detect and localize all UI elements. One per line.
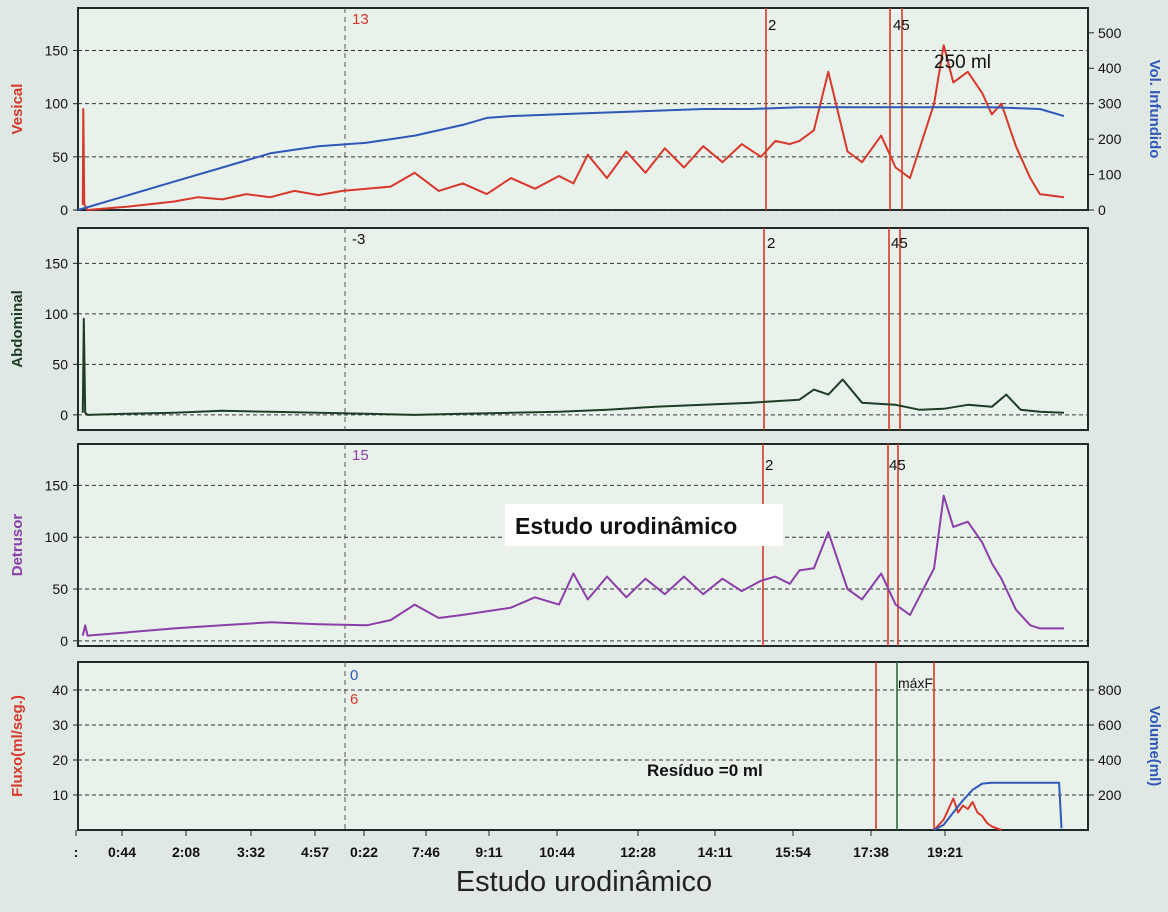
annotation-volume: 250 ml	[934, 52, 991, 73]
marker-label-abdominal: 45	[891, 235, 908, 252]
cursor-value-vesical: 13	[352, 11, 369, 28]
y-axis-label-flow: Fluxo(ml/seg.)	[9, 695, 26, 797]
y2-tick-label-vesical: 200	[1098, 131, 1122, 147]
y-tick-label-detrusor: 150	[45, 477, 69, 493]
cursor-value-flow: 6	[350, 691, 358, 708]
series-line-detrusor	[81, 494, 1064, 637]
series-line-volume	[933, 781, 1063, 831]
figure-caption: Estudo urodinâmico	[455, 866, 713, 898]
x-tick-label: 9:11	[475, 844, 502, 860]
y-tick-label-flow: 10	[52, 787, 68, 803]
y2-axis-label-vesical: Vol. Infundido	[1146, 60, 1163, 159]
y2-tick-label-vesical: 100	[1098, 167, 1122, 183]
marker-label-maxf: máxF	[898, 675, 933, 691]
x-tick-label: 0:44	[108, 844, 136, 860]
x-tick-label: 7:46	[412, 844, 440, 860]
y2-tick-label-vesical: 500	[1098, 25, 1122, 41]
y2-tick-label-flow: 600	[1098, 717, 1122, 733]
annotation-title: Estudo urodinâmico	[515, 513, 737, 539]
y-tick-label-flow: 20	[52, 752, 68, 768]
y-tick-label-vesical: 0	[60, 202, 68, 218]
y-tick-label-detrusor: 100	[45, 529, 69, 545]
x-tick-label: 12:28	[620, 844, 656, 860]
panel-flow	[77, 661, 1089, 831]
y2-tick-label-flow: 200	[1098, 787, 1122, 803]
y-tick-label-abdominal: 150	[45, 255, 69, 271]
panel-abdominal	[77, 227, 1089, 431]
x-tick-label: 10:44	[539, 844, 575, 860]
x-tick-label: 4:57	[301, 844, 329, 860]
panel-vesical	[77, 7, 1089, 211]
series-line-vol-infundido	[77, 106, 1065, 211]
x-tick-label: 15:54	[775, 844, 811, 860]
cursor-value-volume: 0	[350, 667, 358, 684]
y2-tick-label-vesical: 300	[1098, 96, 1122, 112]
y-tick-label-vesical: 150	[45, 43, 69, 59]
y-tick-label-detrusor: 0	[60, 633, 68, 649]
series-line-fluxo	[933, 797, 1002, 831]
y2-tick-label-flow: 800	[1098, 682, 1122, 698]
y-axis-label-abdominal: Abdominal	[9, 290, 26, 368]
y-tick-label-detrusor: 50	[52, 581, 68, 597]
x-tick-label: :	[74, 844, 79, 860]
annotation-box	[505, 504, 783, 546]
marker-label-vesical: 45	[893, 17, 910, 34]
x-tick-label: 2:08	[172, 844, 200, 860]
y2-tick-label-vesical: 0	[1098, 202, 1106, 218]
y-tick-label-abdominal: 50	[52, 356, 68, 372]
y-tick-label-vesical: 50	[52, 149, 68, 165]
y-tick-label-vesical: 100	[45, 96, 69, 112]
y-tick-label-flow: 40	[52, 682, 68, 698]
x-tick-label: 14:11	[697, 844, 732, 860]
series-line-vesical	[81, 44, 1065, 211]
cursor-value-detrusor: 15	[352, 447, 369, 464]
y-tick-label-flow: 30	[52, 717, 68, 733]
marker-label-detrusor: 2	[765, 457, 773, 474]
y-tick-label-abdominal: 0	[60, 407, 68, 423]
annotation-residue: Resíduo =0 ml	[647, 761, 763, 780]
y-axis-label-vesical: Vesical	[9, 84, 26, 135]
x-tick-label: 0:22	[350, 844, 378, 860]
y-tick-label-abdominal: 100	[45, 306, 69, 322]
y-axis-label-detrusor: Detrusor	[9, 514, 26, 577]
y2-tick-label-flow: 400	[1098, 752, 1122, 768]
marker-label-abdominal: 2	[767, 235, 775, 252]
marker-label-vesical: 2	[768, 17, 776, 34]
x-tick-label: 17:38	[853, 844, 889, 860]
cursor-value-abdominal: -3	[352, 231, 365, 248]
y2-tick-label-vesical: 400	[1098, 60, 1122, 76]
x-tick-label: 19:21	[927, 844, 963, 860]
y2-axis-label-flow: Volume(ml)	[1146, 706, 1163, 787]
x-tick-label: 3:32	[237, 844, 265, 860]
series-line-abdominal	[81, 317, 1065, 416]
marker-label-detrusor: 45	[889, 457, 906, 474]
